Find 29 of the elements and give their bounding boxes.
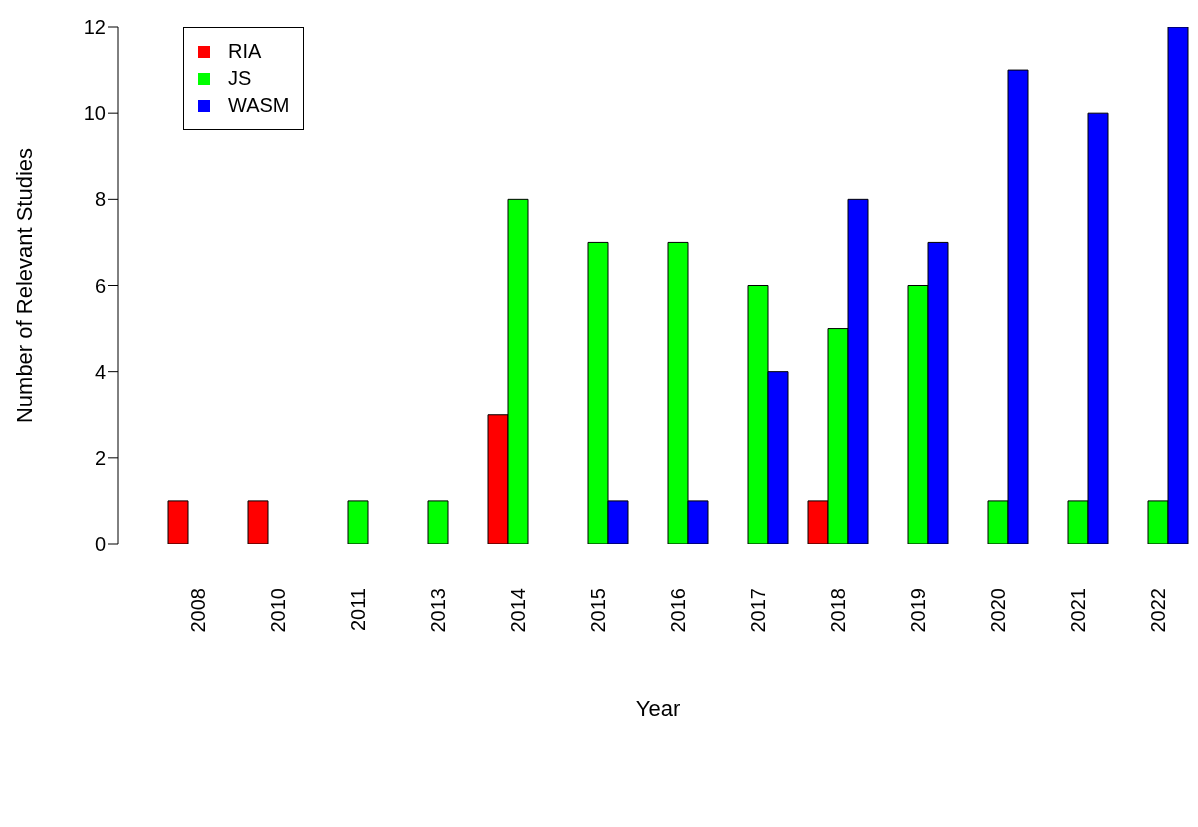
y-axis-title: Number of Relevant Studies bbox=[11, 147, 37, 424]
y-tick-label: 8 bbox=[94, 188, 106, 211]
x-tick-label: 2019 bbox=[907, 588, 929, 633]
legend-label: WASM bbox=[228, 93, 290, 118]
y-tick-label: 2 bbox=[94, 446, 106, 469]
x-tick-label: 2015 bbox=[587, 588, 609, 633]
bar bbox=[427, 500, 449, 544]
x-tick-label: 2013 bbox=[427, 588, 449, 633]
y-tick-label: 0 bbox=[94, 533, 106, 556]
x-tick-label: 2020 bbox=[987, 588, 1009, 633]
y-tick-label: 6 bbox=[94, 274, 106, 297]
legend-label: JS bbox=[228, 66, 252, 91]
x-tick-label: 2017 bbox=[747, 588, 769, 633]
x-tick-label: 2010 bbox=[267, 588, 289, 633]
x-tick-label: 2021 bbox=[1067, 588, 1089, 633]
x-axis-title: Year bbox=[635, 696, 681, 721]
y-tick-label: 10 bbox=[83, 102, 106, 125]
x-tick-label: 2016 bbox=[667, 588, 689, 633]
x-tick-label: 2018 bbox=[827, 588, 849, 633]
legend-label: RIA bbox=[228, 39, 262, 64]
x-tick-label: 2008 bbox=[187, 588, 209, 633]
bar bbox=[247, 500, 269, 544]
x-tick-label: 2022 bbox=[1147, 588, 1169, 633]
y-tick-label: 4 bbox=[94, 360, 106, 383]
bar bbox=[347, 500, 369, 544]
y-tick-label: 12 bbox=[83, 16, 106, 39]
bar bbox=[167, 500, 189, 544]
x-tick-label: 2011 bbox=[347, 588, 369, 632]
x-tick-label: 2014 bbox=[507, 588, 529, 633]
